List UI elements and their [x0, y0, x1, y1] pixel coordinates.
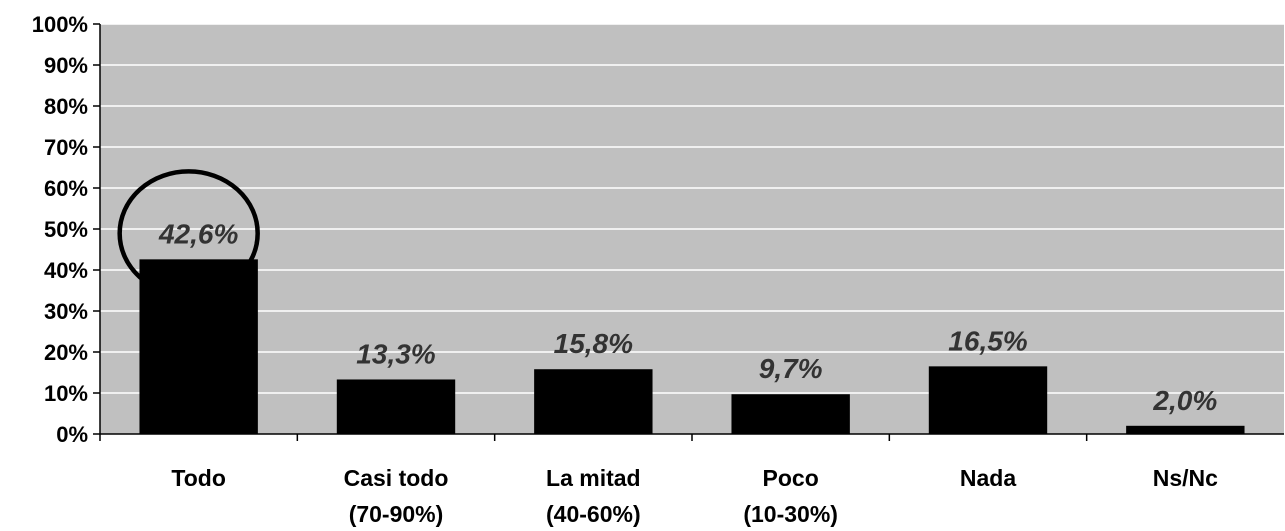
x-axis-label: Ns/Nc [1153, 465, 1218, 491]
x-axis-label: (70-90%) [349, 501, 444, 527]
bar [1126, 425, 1245, 434]
x-axis-label: (10-30%) [743, 501, 838, 527]
y-tick-label: 30% [44, 299, 88, 324]
x-axis-label: Todo [171, 465, 226, 491]
x-axis-label: Poco [763, 465, 819, 491]
y-tick-label: 40% [44, 258, 88, 283]
data-label: 42,6% [158, 218, 238, 249]
data-labels: 42,6% 13,3% 15,8% 9,7% 16,5% 2,0% [158, 218, 1217, 415]
x-axis-label: Nada [960, 465, 1016, 491]
highlight-circle [117, 169, 260, 298]
y-axis-ticks: 0% 10% 20% 30% 40% 50% 60% 70% 80% 90% 100% [32, 12, 88, 447]
y-tick-label: 100% [32, 12, 88, 37]
y-tick-label: 10% [44, 381, 88, 406]
y-tick-label: 70% [44, 135, 88, 160]
highlight-layer [117, 169, 260, 298]
x-axis-label: La mitad [546, 465, 641, 491]
y-tick-label: 0% [56, 422, 88, 447]
x-axis-label: Casi todo [344, 465, 449, 491]
bar [139, 259, 258, 434]
data-label: 13,3% [356, 338, 435, 369]
y-tick-label: 80% [44, 94, 88, 119]
bar [731, 394, 850, 434]
bar [928, 366, 1048, 434]
bar [336, 379, 456, 434]
y-tick-label: 50% [44, 217, 88, 242]
y-tick-label: 60% [44, 176, 88, 201]
data-label: 16,5% [948, 325, 1027, 356]
bar [534, 369, 653, 434]
y-tick-label: 20% [44, 340, 88, 365]
y-tick-label: 90% [44, 53, 88, 78]
data-label: 2,0% [1152, 385, 1217, 416]
axes [93, 23, 1284, 441]
gridlines [100, 23, 1284, 394]
data-label: 9,7% [759, 353, 823, 384]
x-axis-label: (40-60%) [546, 501, 641, 527]
data-label: 15,8% [554, 328, 633, 359]
x-axis-labels: Todo Casi todo (70-90%) La mitad (40-60%) Poc… [171, 465, 1218, 527]
